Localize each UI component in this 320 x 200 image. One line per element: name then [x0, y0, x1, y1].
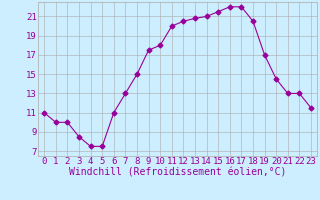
- X-axis label: Windchill (Refroidissement éolien,°C): Windchill (Refroidissement éolien,°C): [69, 168, 286, 178]
